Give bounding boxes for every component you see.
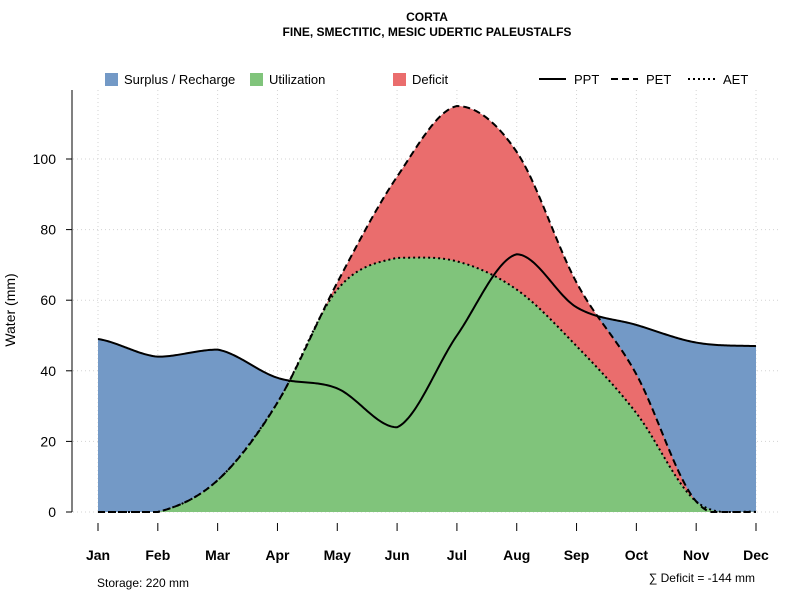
legend: Surplus / Recharge Utilization Deficit PPT P… — [105, 72, 748, 87]
legend-swatch — [105, 73, 118, 86]
storage-annotation: Storage: 220 mm — [97, 576, 189, 590]
chart-title: CORTA — [406, 10, 448, 24]
legend-label: PPT — [574, 72, 599, 87]
legend-label: Utilization — [269, 72, 325, 87]
legend-swatch — [250, 73, 263, 86]
y-axis-label: Water (mm) — [2, 273, 18, 346]
y-tick-label: 80 — [40, 222, 56, 238]
legend-label: AET — [723, 72, 748, 87]
x-tick-label: Oct — [625, 547, 649, 563]
pet-line — [98, 105, 757, 513]
x-tick-label: Jan — [86, 547, 110, 563]
y-tick-label: 0 — [48, 504, 56, 520]
y-tick-label: 40 — [40, 363, 56, 379]
y-tick-label: 100 — [33, 151, 57, 167]
ppt-line — [97, 253, 757, 429]
y-tick-label: 60 — [40, 292, 56, 308]
x-tick-label: Mar — [205, 547, 230, 563]
x-tick-label: Sep — [564, 547, 590, 563]
x-tick-label: Jul — [447, 547, 467, 563]
legend-swatch — [393, 73, 406, 86]
deficit-annotation: ∑ Deficit = -144 mm — [649, 571, 755, 585]
x-tick-label: Apr — [265, 547, 290, 563]
legend-label: PET — [646, 72, 671, 87]
y-tick-label: 20 — [40, 433, 56, 449]
x-tick-label: Jun — [385, 547, 410, 563]
x-tick-label: Feb — [145, 547, 170, 563]
x-tick-label: Aug — [503, 547, 530, 563]
x-tick-label: Nov — [683, 547, 710, 563]
legend-label: Deficit — [412, 72, 449, 87]
legend-label: Surplus / Recharge — [124, 72, 235, 87]
x-tick-label: Dec — [743, 547, 769, 563]
x-tick-label: May — [324, 547, 351, 563]
utilization-area — [98, 257, 756, 512]
chart-subtitle: FINE, SMECTITIC, MESIC UDERTIC PALEUSTAL… — [283, 25, 572, 39]
